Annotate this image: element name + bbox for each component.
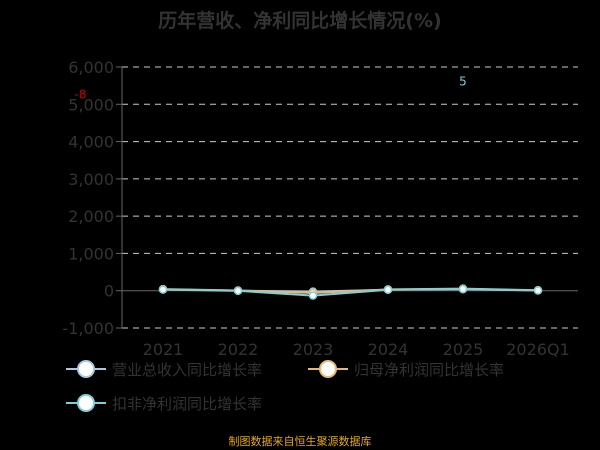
legend-marker-revenue (66, 357, 106, 381)
y-tick-label: 2,000 (68, 207, 114, 226)
legend-label-deducted-profit: 扣非净利润同比增长率 (112, 394, 263, 413)
legend-marker-deducted-profit (66, 391, 106, 415)
data-point (308, 291, 318, 300)
annotation-label: -8 (75, 88, 87, 102)
x-tick-label: 2026Q1 (506, 340, 570, 359)
data-point (533, 286, 543, 295)
y-tick-label: -1,000 (62, 319, 114, 338)
legend-marker-net-profit (308, 357, 348, 381)
data-point (233, 286, 243, 296)
legend-label-revenue: 营业总收入同比增长率 (112, 360, 263, 379)
series-line (162, 288, 539, 297)
annotations: -8 5 (75, 75, 467, 102)
tick-labels: 6,000 5,000 4,000 3,000 2,000 1,000 0 -1,000 202… (62, 58, 569, 359)
x-tick-label: 2024 (368, 340, 409, 359)
annotation-label: 5 (459, 75, 467, 89)
y-tick-label: 4,000 (68, 133, 114, 152)
y-tick-label: 0 (104, 282, 114, 301)
y-tick-label: 5,000 (68, 95, 114, 114)
grid-lines (122, 66, 578, 329)
data-point (383, 285, 393, 295)
y-tick-label: 6,000 (68, 58, 114, 77)
legend-item-net-profit[interactable]: 归母净利润同比增长率 (308, 357, 504, 381)
data-points (158, 284, 543, 300)
chart-title: 历年营收、净利同比增长情况(%) (158, 10, 442, 32)
data-point (458, 284, 468, 294)
y-tick-label: 3,000 (68, 170, 114, 189)
x-tick-label: 2025 (443, 340, 484, 359)
data-point (158, 285, 168, 294)
series-lines (162, 287, 539, 297)
x-tick-label: 2022 (218, 340, 259, 359)
source-note: 制图数据来自恒生聚源数据库 (228, 435, 372, 448)
legend-item-deducted-profit[interactable]: 扣非净利润同比增长率 (66, 391, 262, 415)
x-tick-label: 2021 (143, 340, 184, 359)
y-tick-label: 1,000 (68, 244, 114, 263)
legend-item-revenue[interactable]: 营业总收入同比增长率 (66, 357, 262, 381)
legend-label-net-profit: 归母净利润同比增长率 (354, 360, 505, 379)
x-tick-label: 2023 (293, 340, 334, 359)
